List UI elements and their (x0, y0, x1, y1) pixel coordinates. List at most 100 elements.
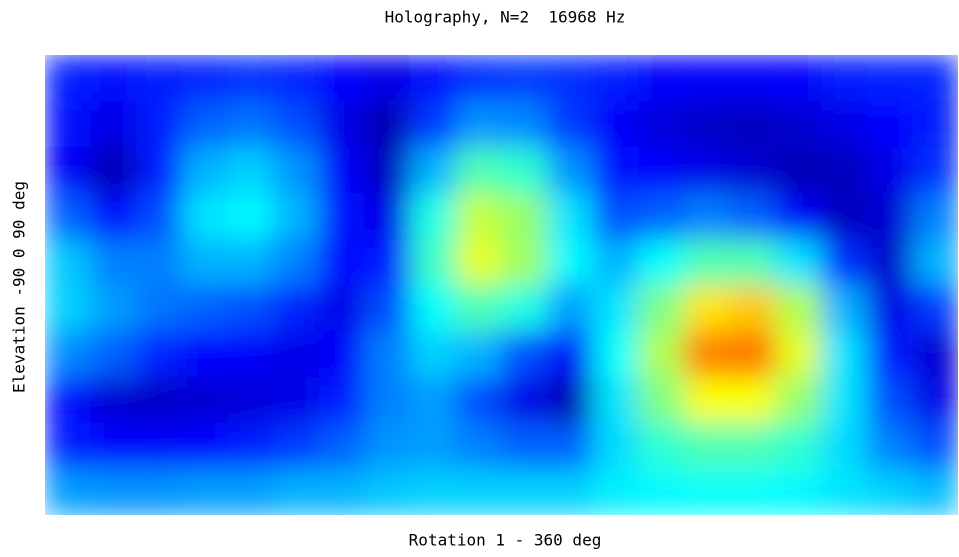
heatmap-cell (684, 193, 731, 240)
heatmap-cell (729, 239, 776, 286)
heatmap-cell (592, 193, 639, 240)
heatmap-cell (364, 193, 411, 240)
heatmap-cell (45, 331, 92, 378)
heatmap-cell (455, 377, 502, 424)
heatmap-cell (912, 55, 958, 102)
heatmap-cell (912, 193, 958, 240)
heatmap-cell (912, 331, 958, 378)
heatmap-cell (45, 55, 92, 102)
heatmap-cell (410, 239, 457, 286)
heatmap-cell (775, 193, 822, 240)
heatmap-cell (136, 469, 183, 515)
heatmap-cell (729, 285, 776, 332)
heatmap-cell (455, 55, 502, 102)
heatmap-cell (181, 193, 229, 240)
heatmap-cell (364, 101, 411, 148)
heatmap-cell (775, 377, 822, 424)
heatmap-cell (684, 239, 731, 286)
heatmap-cell (364, 377, 411, 424)
heatmap-cell (821, 55, 868, 102)
heatmap-cell (136, 101, 183, 148)
heatmap-cell (684, 377, 731, 424)
heatmap-cell (684, 423, 731, 470)
heatmap-cell (821, 193, 868, 240)
heatmap-cell (455, 239, 502, 286)
heatmap-cell (181, 469, 229, 515)
heatmap-cell (775, 285, 822, 332)
heatmap-cell (410, 147, 457, 194)
heatmap-cell (410, 377, 457, 424)
heatmap-cell (410, 285, 457, 332)
heatmap-cell (455, 331, 502, 378)
heatmap-cell (912, 377, 958, 424)
heatmap-cell (45, 239, 92, 286)
heatmap-cell (136, 331, 183, 378)
heatmap-cell (592, 423, 639, 470)
heatmap-cell (227, 469, 274, 515)
heatmap-cell (181, 331, 229, 378)
heatmap-cell (501, 101, 548, 148)
chart-title: Holography, N=2 16968 Hz (385, 8, 626, 27)
heatmap-cell (821, 331, 868, 378)
heatmap-cell (638, 423, 685, 470)
heatmap-cell (90, 377, 137, 424)
heatmap-cell (638, 469, 685, 515)
heatmap-cell (775, 331, 822, 378)
heatmap-cell (547, 377, 594, 424)
heatmap-cell (136, 377, 183, 424)
heatmap-cell (775, 423, 822, 470)
heatmap-cell (729, 331, 776, 378)
heatmap-cell (501, 55, 548, 102)
heatmap-cell (547, 55, 594, 102)
heatmap-cell (638, 193, 685, 240)
heatmap-cell (318, 193, 366, 240)
heatmap-cell (866, 147, 913, 194)
heatmap-cell (227, 285, 274, 332)
heatmap-cell (592, 285, 639, 332)
heatmap-cell (455, 147, 502, 194)
heatmap-cell (227, 55, 274, 102)
heatmap-cell (318, 423, 366, 470)
heatmap-cell (684, 285, 731, 332)
heatmap-cell (45, 423, 92, 470)
heatmap-cell (364, 239, 411, 286)
heatmap-cell (547, 331, 594, 378)
heatmap-cell (364, 55, 411, 102)
heatmap-cell (227, 193, 274, 240)
heatmap-cell (592, 147, 639, 194)
heatmap-cell (775, 469, 822, 515)
heatmap-cell (90, 285, 137, 332)
heatmap-cell (638, 331, 685, 378)
heatmap-cell (821, 469, 868, 515)
heatmap-cell (592, 55, 639, 102)
heatmap-cell (273, 239, 320, 286)
heatmap-cell (90, 101, 137, 148)
heatmap-cell (866, 423, 913, 470)
heatmap-cell (592, 101, 639, 148)
heatmap-cell (90, 469, 137, 515)
heatmap-cell (547, 101, 594, 148)
heatmap-cell (181, 55, 229, 102)
heatmap-cell (912, 423, 958, 470)
heatmap-cell (866, 55, 913, 102)
heatmap-cell (821, 147, 868, 194)
heatmap-cell (592, 331, 639, 378)
heatmap-cell (318, 101, 366, 148)
heatmap-cell (410, 193, 457, 240)
heatmap-cell (318, 147, 366, 194)
heatmap-cell (638, 285, 685, 332)
heatmap-cell (684, 147, 731, 194)
heatmap-cell (318, 285, 366, 332)
heatmap-cell (410, 101, 457, 148)
heatmap-cell (318, 239, 366, 286)
heatmap-cell (729, 469, 776, 515)
heatmap-cell (729, 147, 776, 194)
heatmap-cell (501, 331, 548, 378)
heatmap-cell (821, 101, 868, 148)
heatmap-cell (227, 377, 274, 424)
heatmap-cell (136, 239, 183, 286)
heatmap-cell (501, 147, 548, 194)
heatmap-cell (684, 469, 731, 515)
heatmap-cell (364, 147, 411, 194)
